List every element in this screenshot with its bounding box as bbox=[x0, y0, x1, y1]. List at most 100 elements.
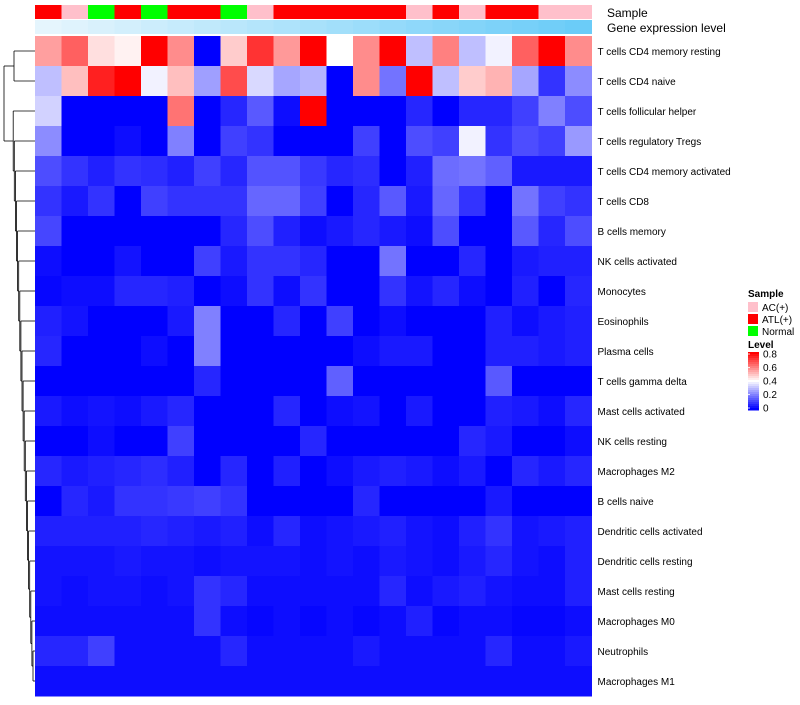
heatmap-cell bbox=[247, 516, 274, 547]
row-label: T cells gamma delta bbox=[598, 377, 688, 388]
heatmap-cell bbox=[512, 276, 539, 307]
heatmap-cell bbox=[565, 486, 592, 517]
row-label: Plasma cells bbox=[598, 347, 654, 358]
sample-annotation-cell bbox=[88, 5, 115, 19]
heatmap-cell bbox=[300, 306, 327, 337]
row-label: Monocytes bbox=[598, 287, 646, 298]
heatmap-cell bbox=[353, 366, 380, 397]
row-label: Neutrophils bbox=[598, 647, 649, 658]
heatmap-cell bbox=[273, 246, 301, 277]
heatmap-cell bbox=[167, 36, 195, 67]
expression-annotation-cell bbox=[565, 20, 592, 34]
heatmap-cell bbox=[565, 606, 592, 637]
heatmap-cell bbox=[406, 66, 433, 97]
expression-annotation-cell bbox=[273, 20, 301, 34]
heatmap-cell bbox=[167, 546, 195, 577]
heatmap-cell bbox=[406, 426, 433, 457]
heatmap-cell bbox=[194, 426, 221, 457]
heatmap-cell bbox=[194, 366, 221, 397]
heatmap-cell bbox=[61, 456, 89, 487]
heatmap-cell bbox=[141, 486, 168, 517]
heatmap-cell bbox=[432, 576, 460, 607]
level-legend-gradient-step bbox=[748, 360, 759, 363]
heatmap-cell bbox=[220, 396, 248, 427]
heatmap-cell bbox=[326, 486, 354, 517]
expression-annotation-cell bbox=[406, 20, 433, 34]
sample-legend: Sample AC(+)ATL(+)Normal bbox=[748, 289, 794, 338]
heatmap-cell bbox=[194, 576, 221, 607]
heatmap-cell bbox=[273, 36, 301, 67]
heatmap-cell bbox=[300, 126, 327, 157]
heatmap-cell bbox=[512, 666, 539, 697]
heatmap-cell bbox=[565, 396, 592, 427]
heatmap-cell bbox=[326, 246, 354, 277]
heatmap-cell bbox=[194, 336, 221, 367]
heatmap-cell bbox=[35, 666, 62, 697]
heatmap-cell bbox=[114, 36, 142, 67]
heatmap-cell bbox=[273, 636, 301, 667]
expression-annotation-cell bbox=[88, 20, 115, 34]
heatmap-cell bbox=[459, 666, 486, 697]
heatmap-cell bbox=[459, 426, 486, 457]
heatmap-cell bbox=[326, 66, 354, 97]
heatmap-cell bbox=[35, 36, 62, 67]
heatmap-cell bbox=[220, 456, 248, 487]
level-legend-tick-label: 0.2 bbox=[763, 390, 777, 401]
heatmap-cell bbox=[512, 636, 539, 667]
heatmap-cell bbox=[538, 396, 566, 427]
heatmap-cell bbox=[406, 336, 433, 367]
heatmap-cell bbox=[353, 576, 380, 607]
heatmap-cell bbox=[379, 36, 407, 67]
heatmap-cell bbox=[485, 426, 513, 457]
heatmap-cell bbox=[300, 486, 327, 517]
heatmap-cell bbox=[485, 246, 513, 277]
level-legend-gradient-step bbox=[748, 400, 759, 403]
heatmap-cell bbox=[88, 606, 115, 637]
heatmap-cell bbox=[273, 546, 301, 577]
heatmap-cell bbox=[194, 486, 221, 517]
heatmap-cell bbox=[379, 546, 407, 577]
heatmap-cell bbox=[512, 36, 539, 67]
sample-annotation-cell bbox=[379, 5, 407, 19]
heatmap-cell bbox=[300, 606, 327, 637]
heatmap-cell bbox=[406, 606, 433, 637]
heatmap-cell bbox=[61, 276, 89, 307]
sample-annotation-cell bbox=[61, 5, 89, 19]
heatmap-cell bbox=[565, 666, 592, 697]
heatmap-cell bbox=[300, 216, 327, 247]
heatmap-cell bbox=[61, 96, 89, 127]
heatmap-cell bbox=[300, 186, 327, 217]
heatmap-cell bbox=[485, 396, 513, 427]
heatmap-cell bbox=[432, 426, 460, 457]
heatmap-cell bbox=[220, 516, 248, 547]
heatmap-cell bbox=[326, 426, 354, 457]
heatmap-cell bbox=[61, 426, 89, 457]
heatmap-cell bbox=[432, 666, 460, 697]
heatmap-cell bbox=[273, 366, 301, 397]
expression-annotation-cell bbox=[459, 20, 486, 34]
heatmap-cell bbox=[247, 276, 274, 307]
sample-annotation-cell bbox=[220, 5, 248, 19]
heatmap-cell bbox=[432, 246, 460, 277]
heatmap-cell bbox=[538, 126, 566, 157]
heatmap-cell bbox=[459, 276, 486, 307]
heatmap-cell bbox=[538, 276, 566, 307]
heatmap-cell bbox=[406, 456, 433, 487]
heatmap-cell bbox=[167, 66, 195, 97]
heatmap-cell bbox=[88, 246, 115, 277]
heatmap-cell bbox=[432, 96, 460, 127]
heatmap-cell bbox=[167, 576, 195, 607]
sample-annotation-cell bbox=[247, 5, 274, 19]
heatmap-cell bbox=[88, 306, 115, 337]
heatmap-cell bbox=[326, 366, 354, 397]
heatmap-cell bbox=[194, 36, 221, 67]
heatmap-cell bbox=[459, 36, 486, 67]
heatmap-cell bbox=[300, 666, 327, 697]
heatmap-cell bbox=[61, 216, 89, 247]
heatmap-cell bbox=[432, 336, 460, 367]
heatmap-cell bbox=[61, 366, 89, 397]
heatmap-cell bbox=[273, 216, 301, 247]
expression-annotation-cell bbox=[432, 20, 460, 34]
heatmap-cell bbox=[406, 366, 433, 397]
